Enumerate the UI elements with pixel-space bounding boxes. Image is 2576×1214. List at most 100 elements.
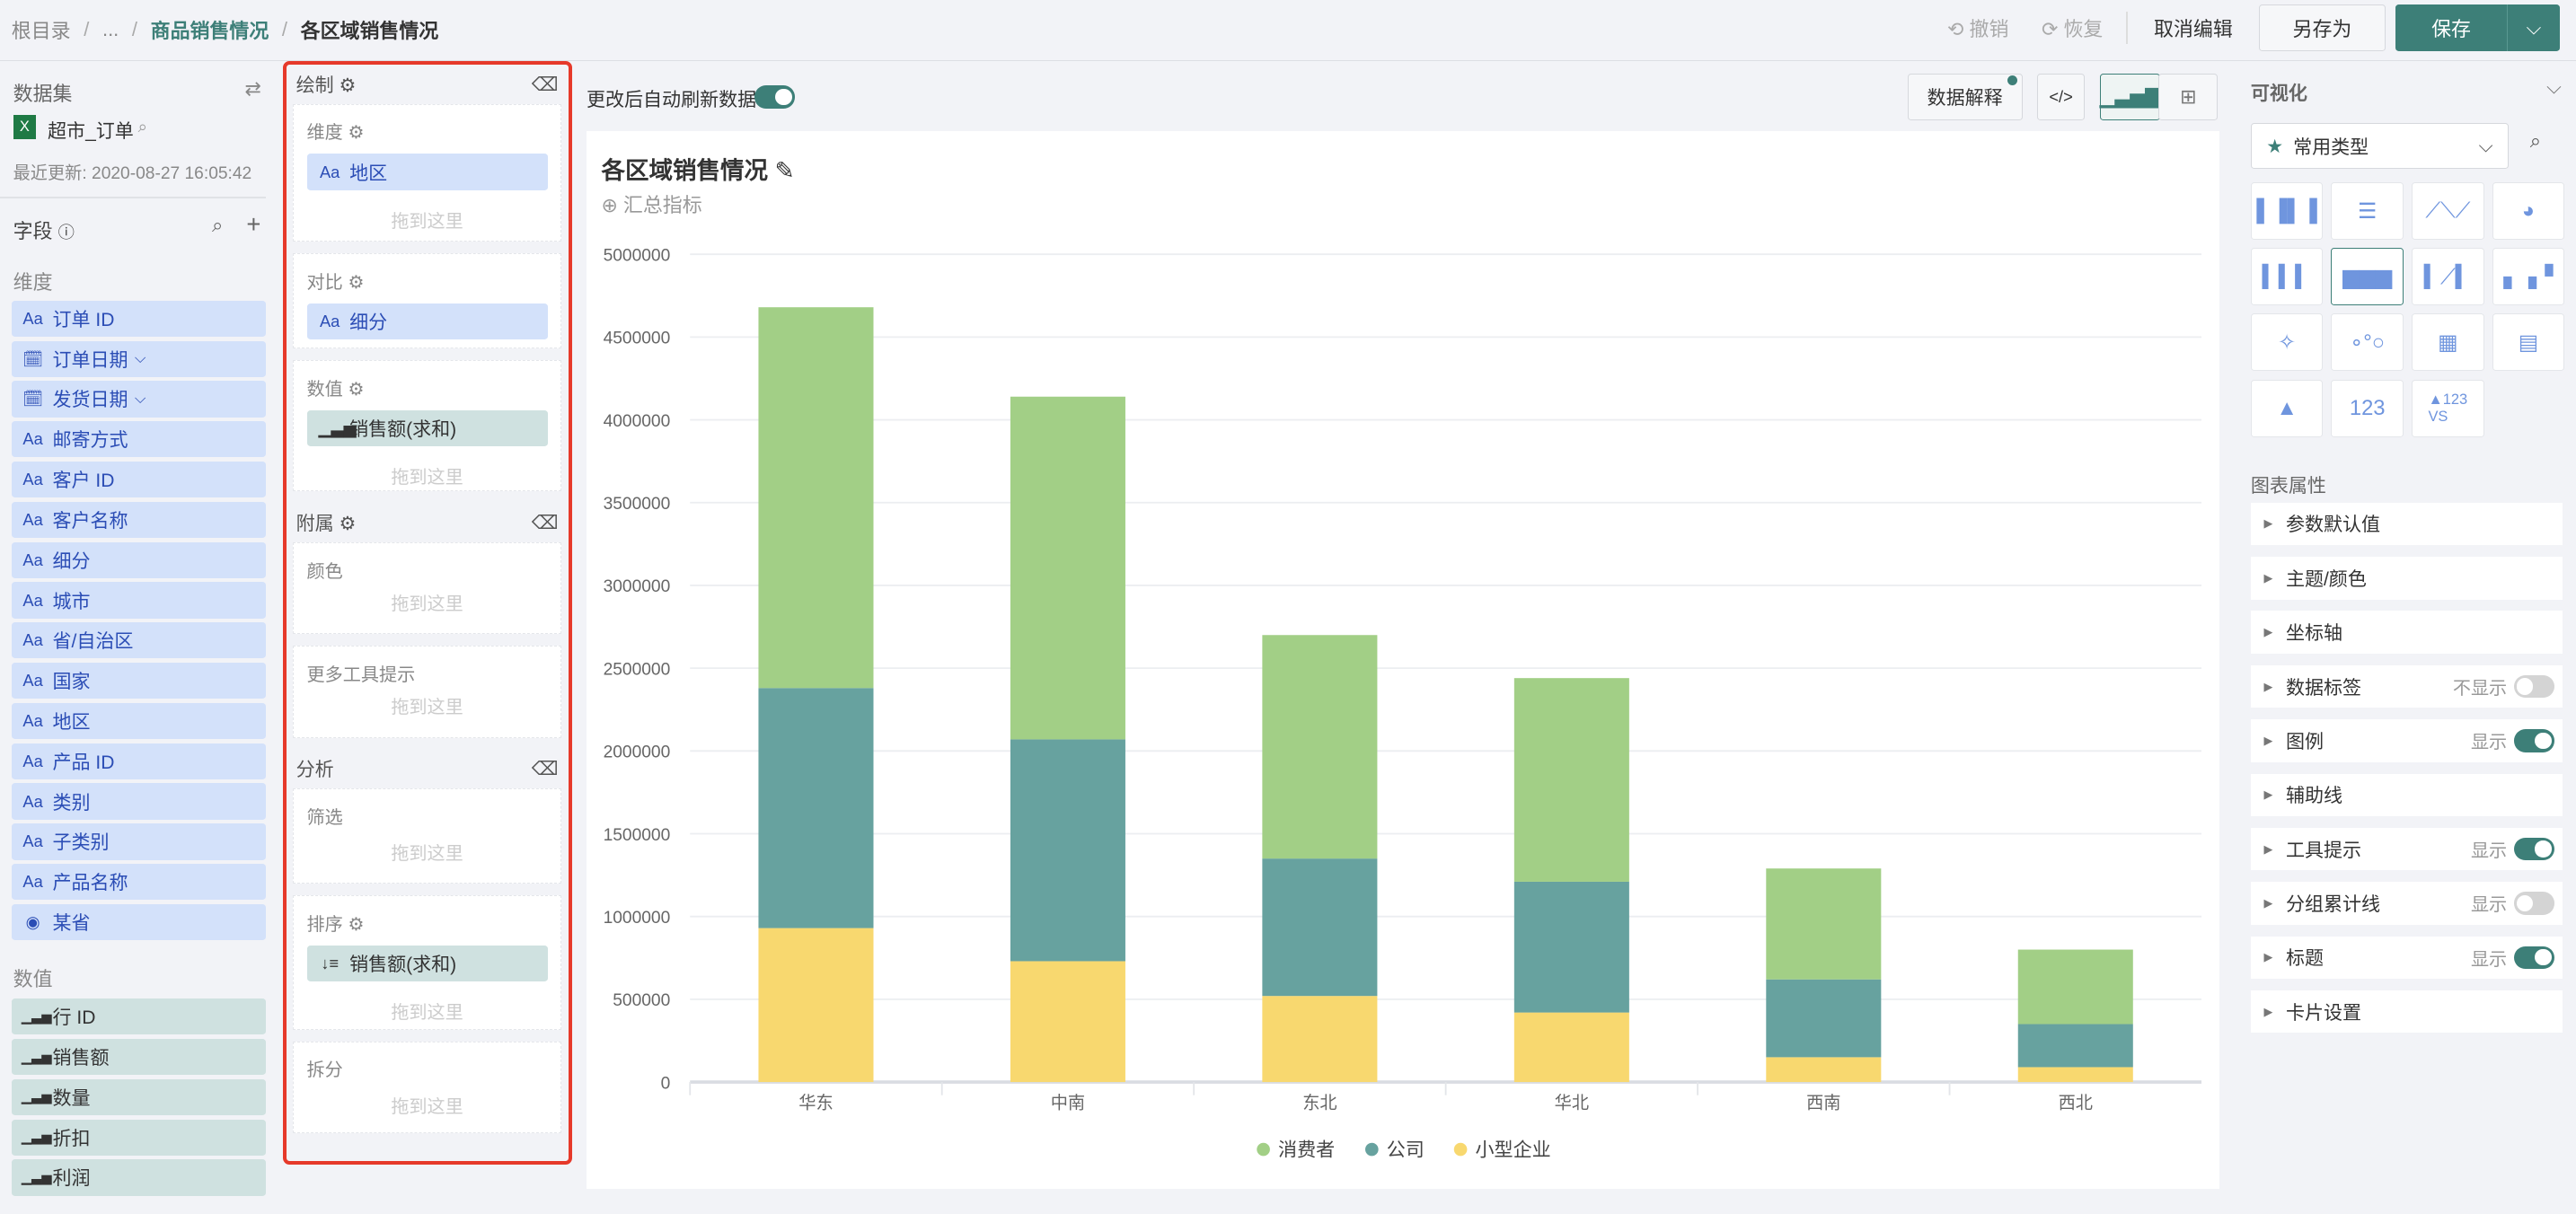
prop-row[interactable]: ▶ 标题 显示 <box>2250 936 2563 980</box>
legend-marker[interactable] <box>1257 1143 1270 1157</box>
legend-marker[interactable] <box>1453 1143 1468 1157</box>
bar-segment-消费者[interactable] <box>2017 949 2133 1025</box>
bar-segment-公司[interactable] <box>758 688 874 928</box>
value-field[interactable]: ▁▃▅ 行 ID <box>11 998 267 1035</box>
dimension-field[interactable]: Aa 客户 ID <box>11 461 267 498</box>
prop-row[interactable]: ▶ 图例 显示 <box>2250 719 2563 762</box>
search-icon[interactable]: ⌕ <box>211 213 224 236</box>
prop-row[interactable]: ▶ 参数默认值 <box>2250 502 2563 546</box>
chart-type-line[interactable]: ⟋⟍⟋ <box>2412 182 2484 241</box>
bar-segment-小型企业[interactable] <box>758 928 874 1083</box>
bar-segment-小型企业[interactable] <box>1766 1057 1882 1083</box>
dimension-field[interactable]: Aa 细分 <box>11 541 267 578</box>
value-field[interactable]: ▁▃▅ 销售额 <box>11 1038 267 1076</box>
prop-row[interactable]: ▶ 卡片设置 <box>2250 990 2563 1034</box>
gear-icon[interactable]: ⚙ <box>348 123 365 144</box>
breadcrumb-parent[interactable]: 商品销售情况 <box>150 19 269 42</box>
dimension-field[interactable]: Aa 产品名称 <box>11 864 267 901</box>
value-slot[interactable]: 数值 ⚙ ▁▃▅ 销售额(求和) 拖到这里 <box>292 359 562 492</box>
cancel-edit-button[interactable]: 取消编辑 <box>2154 17 2233 40</box>
bar-segment-消费者[interactable] <box>1262 635 1378 859</box>
value-field[interactable]: ▁▃▅ 折扣 <box>11 1119 267 1156</box>
chart-type-kpi-compare[interactable]: ▲123 VS <box>2412 379 2484 437</box>
code-view-button[interactable]: </> <box>2037 74 2086 120</box>
dimension-slot[interactable]: 维度 ⚙ Aa 地区 拖到这里 <box>292 103 562 242</box>
chart-type-grouped-bar[interactable]: ▍▍▍ <box>2250 248 2324 306</box>
dimension-field[interactable]: Aa 城市 <box>11 582 267 619</box>
redo-button[interactable]: ⟳ 恢复 <box>2041 17 2104 40</box>
collapse-chevron-icon[interactable]: ⌵ <box>2546 75 2562 99</box>
bar-segment-小型企业[interactable] <box>1010 961 1125 1083</box>
chart-type-horizontal-bar[interactable]: ☰ <box>2331 182 2404 241</box>
add-icon[interactable]: + <box>246 210 261 239</box>
toggle-switch[interactable] <box>2513 837 2555 861</box>
bar-segment-小型企业[interactable] <box>1513 1012 1629 1083</box>
breadcrumb-root[interactable]: 根目录 <box>11 19 71 42</box>
preview-icon[interactable]: ⌕ <box>137 116 147 136</box>
edit-icon[interactable]: ✎ <box>774 157 795 185</box>
bar-segment-消费者[interactable] <box>758 307 874 689</box>
legend-label[interactable]: 消费者 <box>1278 1140 1335 1161</box>
chart-type-kpi[interactable]: 123 <box>2331 379 2404 437</box>
chart-type-combo[interactable]: ▍⟋▍ <box>2412 248 2484 306</box>
save-dropdown-chevron-icon[interactable]: ⌵ <box>2507 4 2560 51</box>
switch-dataset-icon[interactable]: ⇄ <box>244 76 261 100</box>
value-field[interactable]: ▁▃▅ 数量 <box>11 1078 267 1115</box>
chart-type-map[interactable]: ▲ <box>2250 379 2324 437</box>
compare-slot[interactable]: 对比 ⚙ Aa 细分 <box>292 253 562 349</box>
prop-row[interactable]: ▶ 主题/颜色 <box>2250 557 2563 600</box>
dimension-field[interactable]: ◉ 某省 <box>11 903 267 941</box>
dimension-field[interactable]: 🗓 发货日期 ⌵ <box>11 381 267 418</box>
bar-segment-公司[interactable] <box>1262 858 1378 997</box>
filter-slot[interactable]: 筛选 拖到这里 <box>292 788 562 884</box>
undo-button[interactable]: ⟲ 撤销 <box>1947 17 2009 40</box>
toggle-switch[interactable] <box>2513 729 2555 752</box>
eraser-icon[interactable]: ⌫ <box>531 74 559 95</box>
prop-row[interactable]: ▶ 辅助线 <box>2250 773 2563 817</box>
chart-type-bar[interactable]: ▌▐▌▐ <box>2250 182 2324 241</box>
color-slot[interactable]: 颜色 拖到这里 <box>292 541 562 635</box>
eraser-icon[interactable]: ⌫ <box>531 759 559 780</box>
add-metric-button[interactable]: ⊕ 汇总指标 <box>601 194 702 217</box>
bar-segment-消费者[interactable] <box>1513 678 1629 883</box>
table-view-button[interactable]: ⊞ <box>2158 74 2219 120</box>
auto-refresh-toggle[interactable] <box>754 85 796 109</box>
prop-row[interactable]: ▶ 数据标签 不显示 <box>2250 664 2563 708</box>
dimension-chip[interactable]: Aa 地区 <box>306 154 548 190</box>
bar-segment-消费者[interactable] <box>1766 868 1882 981</box>
chart-type-scatter[interactable]: ∘°○ <box>2331 313 2404 372</box>
more-tooltip-slot[interactable]: 更多工具提示 拖到这里 <box>292 646 562 738</box>
bar-segment-小型企业[interactable] <box>1262 996 1378 1083</box>
bar-segment-消费者[interactable] <box>1010 397 1125 740</box>
prop-row[interactable]: ▶ 工具提示 显示 <box>2250 827 2563 871</box>
bar-segment-公司[interactable] <box>1766 980 1882 1058</box>
dimension-field[interactable]: 🗓 订单日期 ⌵ <box>11 340 267 377</box>
legend-label[interactable]: 小型企业 <box>1476 1140 1551 1161</box>
bar-segment-公司[interactable] <box>1010 739 1125 962</box>
toggle-switch[interactable] <box>2513 674 2555 699</box>
chart-type-pie[interactable]: ◕ <box>2492 182 2565 241</box>
dimension-field[interactable]: Aa 邮寄方式 <box>11 421 267 458</box>
dimension-field[interactable]: Aa 产品 ID <box>11 743 267 779</box>
legend-label[interactable]: 公司 <box>1387 1140 1425 1161</box>
chart-type-radar[interactable]: ✧ <box>2250 313 2324 372</box>
chart-type-waterfall[interactable]: ▖▗▝ <box>2492 248 2565 306</box>
dimension-field[interactable]: Aa 地区 <box>11 702 267 740</box>
breadcrumb-ellipsis[interactable]: ... <box>101 18 119 41</box>
dimension-field[interactable]: Aa 客户名称 <box>11 501 267 539</box>
chart-type-table[interactable]: ▦ <box>2412 313 2484 372</box>
dimension-field[interactable]: Aa 订单 ID <box>11 300 267 337</box>
split-slot[interactable]: 拆分 拖到这里 <box>292 1041 562 1134</box>
prop-row[interactable]: ▶ 坐标轴 <box>2250 611 2563 654</box>
value-chip[interactable]: ▁▃▅ 销售额(求和) <box>306 409 548 446</box>
bar-segment-小型企业[interactable] <box>2017 1067 2133 1083</box>
sort-slot[interactable]: 排序 ⚙ ↓≡ 销售额(求和) 拖到这里 <box>292 895 562 1031</box>
legend-marker[interactable] <box>1364 1143 1379 1157</box>
search-icon[interactable]: ⌕ <box>2529 129 2542 153</box>
chart-type-stacked-bar[interactable]: ▆▆▆ <box>2331 248 2404 306</box>
data-explain-button[interactable]: 数据解释 <box>1907 74 2023 120</box>
dimension-field[interactable]: Aa 类别 <box>11 783 267 820</box>
toggle-switch[interactable] <box>2513 946 2555 970</box>
save-as-button[interactable]: 另存为 <box>2259 4 2386 51</box>
prop-row[interactable]: ▶ 分组累计线 显示 <box>2250 882 2563 925</box>
